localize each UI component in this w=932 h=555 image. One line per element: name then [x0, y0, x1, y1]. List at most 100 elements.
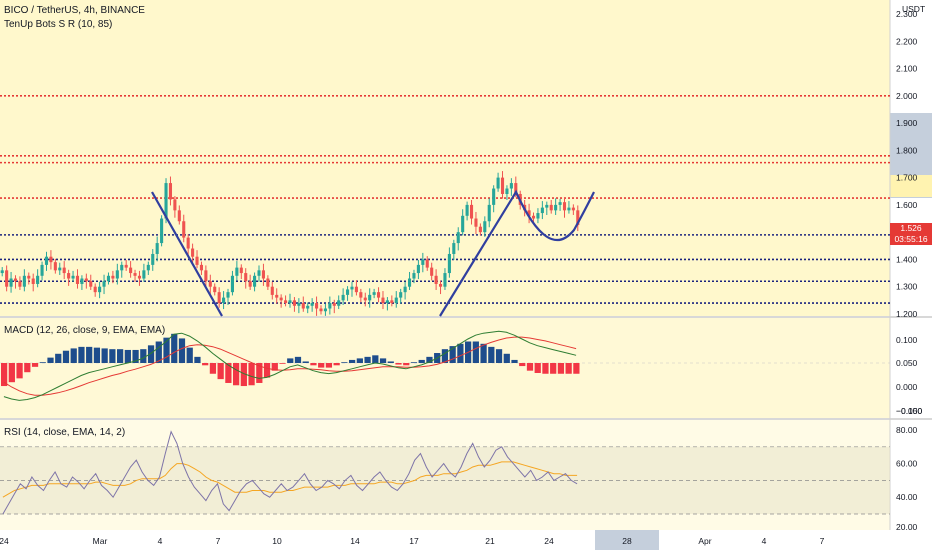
macd-hist-bar-pos: [171, 333, 178, 363]
price-tick-label: 1.900: [896, 118, 918, 128]
candle-bear: [111, 275, 115, 279]
candle-bear: [292, 300, 296, 306]
candle-bull: [142, 270, 146, 279]
last-price-value: 1.526: [900, 223, 922, 233]
candle-bear: [266, 278, 270, 287]
candle-bear: [549, 204, 553, 211]
macd-hist-bar-pos: [472, 341, 479, 363]
candle-bear: [275, 294, 279, 298]
candle-bull: [230, 275, 234, 293]
price-tick-label: 2.000: [896, 91, 918, 101]
rsi-line: [2, 430, 578, 515]
candle-bear: [213, 286, 217, 293]
candle-bear: [315, 303, 319, 309]
macd-pane-bg: [0, 318, 890, 418]
candle-bull: [487, 204, 491, 222]
candle-bull: [337, 300, 341, 306]
candle-bear: [186, 237, 190, 249]
rsi-legend[interactable]: RSI (14, close, EMA, 14, 2): [4, 427, 126, 438]
time-tick-label: 17: [409, 536, 419, 546]
candle-bull: [151, 253, 155, 265]
time-tick-label: 4: [158, 536, 163, 546]
macd-hist-bar-pos: [341, 362, 348, 364]
macd-hist-bar-pos: [194, 356, 201, 363]
macd-signal-line: [3, 336, 577, 396]
macd-hist-bar-pos: [349, 359, 356, 363]
rsi-ma-line: [2, 461, 578, 498]
candle-bull: [416, 264, 420, 274]
candle-bull: [385, 300, 389, 304]
candle-bull: [36, 275, 40, 284]
macd-hist-bar-pos: [117, 349, 124, 363]
macd-hist-bar-neg: [573, 363, 580, 374]
candle-bull: [368, 294, 372, 301]
candle-bull: [341, 294, 345, 301]
macd-hist-bar-pos: [78, 346, 85, 363]
macd-legend[interactable]: MACD (12, 26, close, 9, EMA, EMA): [4, 325, 166, 336]
candle-bear: [244, 273, 248, 282]
candle-bull: [328, 303, 332, 309]
time-tick-label: 14: [350, 536, 360, 546]
macd-hist-bar-pos: [140, 349, 147, 363]
macd-hist-bar-pos: [379, 358, 387, 363]
candle-bull: [160, 218, 164, 244]
macd-line: [3, 330, 577, 401]
candle-bull: [323, 308, 327, 312]
macd-hist-bar-pos: [387, 361, 394, 363]
symbol-legend[interactable]: BICO / TetherUS, 4h, BINANCE: [4, 5, 145, 16]
candle-bear: [284, 300, 288, 304]
candle-bear: [270, 286, 274, 295]
candle-bear: [571, 207, 575, 211]
macd-hist-bar-neg: [542, 363, 549, 374]
candle-bear: [301, 303, 305, 309]
candle-bull: [257, 270, 261, 276]
macd-hist-bar-pos: [480, 343, 487, 363]
candle-bull: [443, 273, 447, 287]
macd-hist-bar-pos: [495, 349, 503, 363]
candle-bear: [500, 177, 505, 194]
macd-hist-bar-neg: [395, 363, 402, 365]
macd-tick-label: 0.000: [896, 382, 918, 392]
macd-hist-bar-pos: [356, 358, 363, 363]
candle-bear: [377, 292, 381, 298]
macd-hist-bar-pos: [39, 362, 46, 364]
macd-hist-bar-neg: [202, 363, 209, 366]
candle-bull: [403, 286, 407, 293]
price-tick-label: 2.100: [896, 64, 918, 74]
candle-bull: [536, 213, 540, 219]
time-tick-label: 7: [216, 536, 221, 546]
indicator-legend[interactable]: TenUp Bots S R (10, 85): [4, 19, 113, 30]
macd-hist-bar-pos: [302, 361, 309, 363]
candle-bull: [146, 264, 150, 271]
time-tick-label: Apr: [698, 536, 711, 546]
candle-bull: [102, 281, 106, 287]
candle-bear: [204, 270, 208, 282]
macd-hist-bar-pos: [147, 345, 155, 363]
time-tick-label: 4: [762, 536, 767, 546]
macd-hist-bar-neg: [550, 363, 557, 374]
macd-hist-bar-neg: [1, 363, 8, 387]
candle-bear: [13, 278, 18, 282]
candle-bear: [129, 267, 133, 274]
candle-bull: [9, 278, 13, 287]
candle-bull: [447, 253, 451, 274]
candle-bear: [173, 199, 177, 211]
macd-hist-bar-neg: [8, 363, 15, 383]
macd-hist-bar-neg: [233, 363, 240, 386]
macd-hist-bar-pos: [418, 359, 425, 363]
candle-bear: [354, 286, 358, 293]
macd-hist-bar-pos: [294, 356, 302, 363]
candle-bull: [407, 278, 412, 287]
macd-hist-bar-neg: [526, 363, 534, 371]
macd-hist-bar-neg: [279, 363, 286, 364]
macd-hist-bar-pos: [364, 356, 371, 363]
macd-hist-bar-neg: [318, 363, 325, 368]
rsi-tick-label: 40.00: [896, 492, 918, 502]
candle-bull: [40, 264, 44, 276]
macd-hist-bar-neg: [534, 363, 541, 373]
candle-bull: [106, 275, 111, 282]
macd-hist-bar-neg: [248, 363, 255, 386]
candle-bull: [461, 215, 465, 233]
